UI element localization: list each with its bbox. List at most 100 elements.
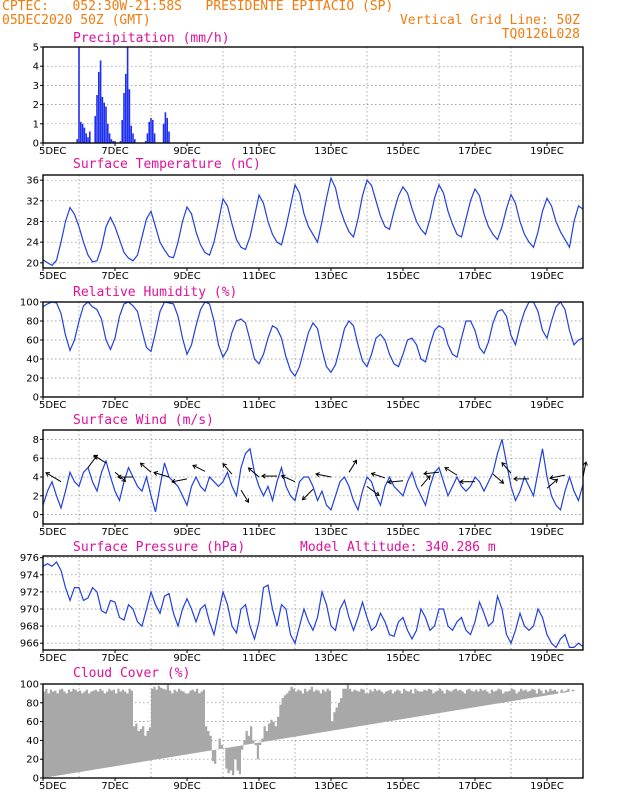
x-tick-label: 19DEC bbox=[530, 527, 564, 538]
x-tick-label: 9DEC bbox=[173, 653, 200, 664]
y-tick-label: 0 bbox=[33, 139, 39, 150]
x-tick-label: 9DEC bbox=[173, 781, 200, 792]
y-tick-label: 976 bbox=[20, 553, 39, 564]
wind-arrowhead bbox=[139, 462, 145, 468]
x-tick-label: 19DEC bbox=[530, 146, 564, 157]
wind-arrowhead bbox=[45, 472, 51, 477]
x-tick-label: 17DEC bbox=[458, 400, 492, 411]
wind-vector bbox=[549, 474, 566, 479]
wind-vector bbox=[492, 473, 504, 484]
x-tick-label: 9DEC bbox=[173, 146, 200, 157]
y-tick-label: 5 bbox=[33, 43, 39, 54]
series-line bbox=[42, 301, 584, 378]
precip-bar bbox=[94, 116, 97, 143]
wind-vector bbox=[387, 480, 404, 483]
precip-bar bbox=[128, 89, 131, 143]
wind-vector bbox=[140, 462, 152, 473]
y-tick-label: 100 bbox=[20, 680, 39, 691]
x-tick-label: 17DEC bbox=[458, 271, 492, 282]
precip-bar bbox=[123, 93, 125, 143]
wind-arrowhead bbox=[153, 470, 159, 476]
x-tick-label: 13DEC bbox=[314, 271, 348, 282]
x-tick-label: 13DEC bbox=[314, 400, 348, 411]
panel-border bbox=[42, 555, 584, 651]
panel-title: Surface Pressure (hPa) bbox=[73, 540, 245, 555]
precip-bar bbox=[133, 139, 136, 143]
precip-bar bbox=[146, 133, 149, 143]
x-tick-label: 15DEC bbox=[386, 271, 420, 282]
precip-bar bbox=[97, 71, 100, 143]
x-tick-label: 13DEC bbox=[314, 146, 348, 157]
header-grid-note: Vertical Grid Line: 50Z bbox=[399, 13, 580, 28]
y-tick-label: 20 bbox=[26, 755, 39, 766]
y-tick-label: 2 bbox=[33, 491, 39, 502]
wind-arrowhead bbox=[280, 474, 286, 480]
x-tick-label: 11DEC bbox=[242, 146, 276, 157]
wind-arrowhead bbox=[247, 467, 253, 472]
precip-bar bbox=[151, 119, 154, 143]
wind-vector bbox=[281, 475, 296, 483]
panel-title: Relative Humidity (%) bbox=[73, 285, 237, 300]
x-tick-label: 7DEC bbox=[101, 781, 128, 792]
precip-bar bbox=[85, 133, 88, 143]
x-tick-label: 19DEC bbox=[530, 271, 564, 282]
x-tick-label: 15DEC bbox=[386, 653, 420, 664]
y-tick-label: 40 bbox=[26, 355, 39, 366]
x-tick-label: 5DEC bbox=[39, 527, 66, 538]
wind-arrowhead bbox=[426, 475, 431, 480]
precip-bar bbox=[99, 60, 102, 143]
precip-bar bbox=[119, 141, 122, 143]
y-tick-label: 8 bbox=[33, 435, 39, 446]
y-tick-label: 0 bbox=[33, 774, 39, 785]
wind-arrowhead bbox=[121, 477, 127, 482]
y-tick-label: 4 bbox=[33, 473, 39, 484]
precip-bar bbox=[126, 47, 129, 143]
wind-arrowhead bbox=[244, 498, 249, 504]
precip-bar bbox=[76, 139, 79, 143]
x-tick-label: 15DEC bbox=[386, 146, 420, 157]
x-tick-label: 15DEC bbox=[386, 781, 420, 792]
wind-arrowhead bbox=[222, 463, 227, 468]
x-tick-label: 11DEC bbox=[242, 653, 276, 664]
wind-arrowhead bbox=[370, 472, 376, 477]
x-tick-label: 5DEC bbox=[39, 146, 66, 157]
wind-vector bbox=[302, 488, 314, 501]
y-tick-label: 972 bbox=[20, 587, 39, 598]
y-tick-label: 1 bbox=[33, 119, 39, 130]
precip-bar bbox=[108, 133, 111, 143]
x-tick-label: 9DEC bbox=[173, 271, 200, 282]
wind-arrowhead bbox=[171, 478, 176, 484]
wind-arrowhead bbox=[459, 479, 464, 485]
y-tick-label: 36 bbox=[26, 176, 39, 187]
x-tick-label: 7DEC bbox=[101, 271, 128, 282]
precip-bar bbox=[103, 102, 106, 143]
wind-vector bbox=[444, 467, 458, 476]
y-tick-label: 970 bbox=[20, 604, 39, 615]
y-tick-label: 0 bbox=[33, 510, 39, 521]
precip-bar bbox=[150, 118, 152, 143]
wind-vector bbox=[371, 472, 386, 479]
panel-frame bbox=[42, 555, 584, 651]
y-tick-label: 24 bbox=[26, 238, 39, 249]
precip-bar bbox=[96, 95, 98, 143]
wind-vector bbox=[501, 462, 512, 474]
y-tick-label: 4 bbox=[33, 62, 39, 73]
y-tick-label: 80 bbox=[26, 698, 39, 709]
wind-arrowhead bbox=[499, 479, 505, 484]
precip-bar bbox=[153, 133, 156, 143]
y-tick-label: 28 bbox=[26, 217, 39, 228]
y-tick-label: 966 bbox=[20, 639, 39, 650]
panel-title: Cloud Cover (%) bbox=[73, 666, 190, 681]
precip-bar bbox=[112, 141, 115, 143]
y-tick-label: 968 bbox=[20, 622, 39, 633]
panel-frame bbox=[42, 46, 584, 144]
wind-arrowhead bbox=[387, 479, 392, 485]
y-tick-label: 974 bbox=[20, 570, 39, 581]
x-tick-label: 13DEC bbox=[314, 781, 348, 792]
wind-arrowhead bbox=[553, 478, 559, 484]
wind-arrowhead bbox=[444, 467, 449, 472]
x-tick-label: 11DEC bbox=[242, 400, 276, 411]
wind-vector bbox=[240, 489, 249, 503]
wind-arrowhead bbox=[513, 476, 518, 482]
